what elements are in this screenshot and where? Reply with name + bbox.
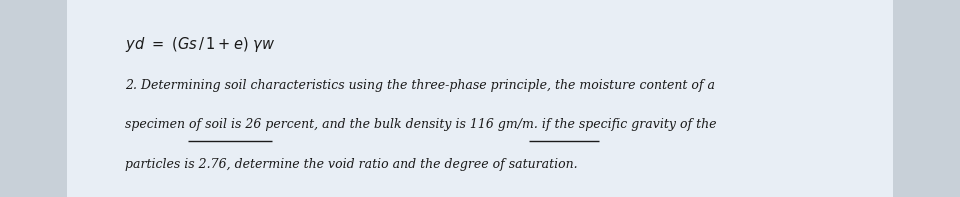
FancyBboxPatch shape xyxy=(67,0,893,197)
Text: particles is 2.76, determine the void ratio and the degree of saturation.: particles is 2.76, determine the void ra… xyxy=(125,158,577,171)
Text: 2. Determining soil characteristics using the three-phase principle, the moistur: 2. Determining soil characteristics usin… xyxy=(125,79,715,92)
Text: $\mathit{yd}$ $=$ $\mathit{(Gs\,/\,1+e)}$ $\mathit{\gamma w}$: $\mathit{yd}$ $=$ $\mathit{(Gs\,/\,1+e)}… xyxy=(125,35,276,54)
Text: specimen of soil is 26 percent, and the bulk density is 116 gm/m. if the specifi: specimen of soil is 26 percent, and the … xyxy=(125,118,716,131)
